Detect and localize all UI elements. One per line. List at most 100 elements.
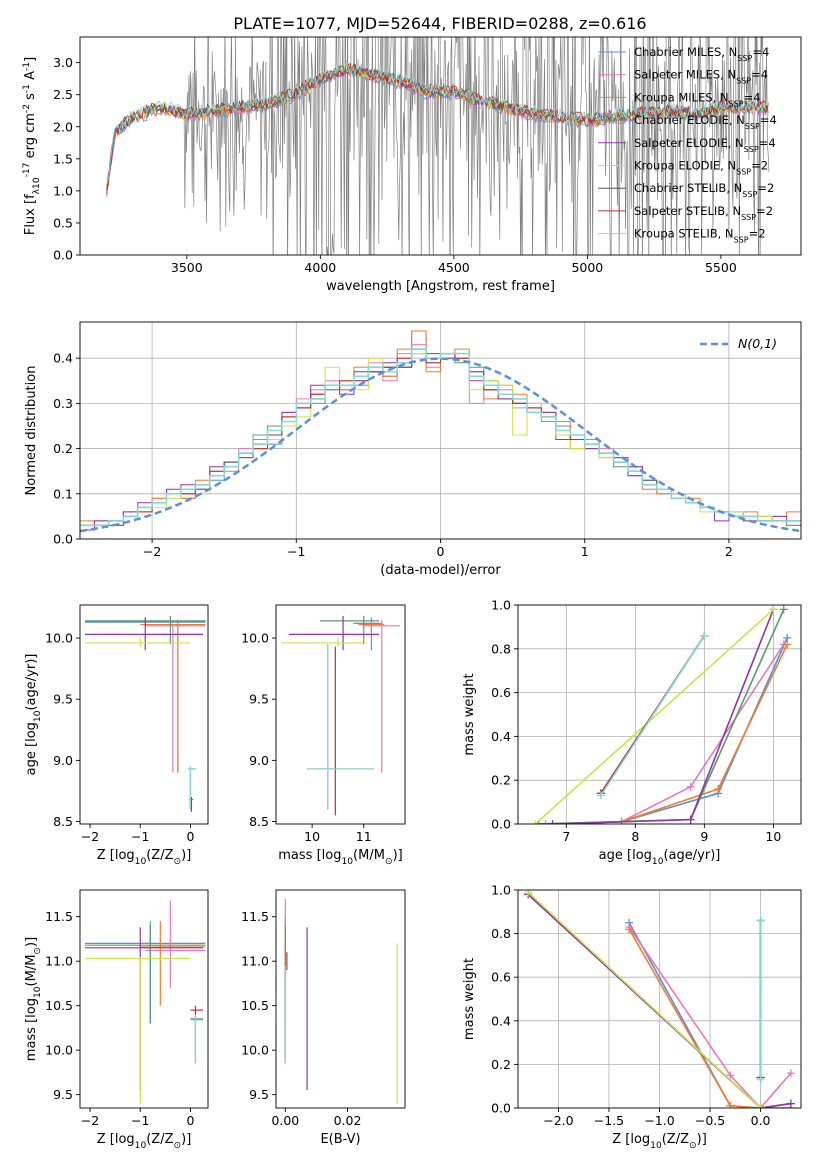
legend-label-4: Salpeter ELODIE, NSSP=4 [634, 136, 776, 154]
x-tick-label: 7 [562, 829, 570, 844]
y-tick-label: 0.0 [53, 532, 73, 547]
weight-marker-2 [726, 1101, 735, 1108]
weight-line-4 [552, 609, 775, 824]
y-tick-label: 0.8 [491, 641, 511, 656]
y-tick-label: 9.0 [53, 753, 73, 768]
weight-line-5 [527, 891, 762, 1108]
y-tick-label: 10.0 [241, 1043, 269, 1058]
x-tick-label: −2 [81, 829, 99, 844]
plot-area [284, 898, 398, 1104]
y-tick-label: 10.0 [241, 631, 269, 646]
weight-marker-5 [531, 820, 540, 824]
y-tick-label: 0.3 [53, 396, 73, 411]
x-tick-label: 0.00 [271, 1113, 299, 1128]
axes-frame [275, 889, 406, 1109]
legend-label-normal: N(0,1) [738, 336, 777, 351]
legend-label-7: Salpeter STELIB, NSSP=2 [634, 204, 773, 222]
y-tick-label: 11.0 [45, 954, 73, 969]
model-line-8 [106, 60, 769, 185]
x-axis-label: Z [log10(Z/Z⊙)] [612, 1132, 707, 1151]
y-tick-label: 0.4 [53, 351, 73, 366]
y-tick-label: 11.0 [241, 954, 269, 969]
x-tick-label: 8 [631, 829, 639, 844]
y-tick-label: 9.5 [249, 692, 269, 707]
weight-marker-8 [596, 791, 605, 800]
x-tick-label: 5000 [571, 260, 603, 275]
y-tick-label: 11.5 [241, 909, 269, 924]
x-tick-label: 0.0 [751, 1113, 771, 1128]
y-tick-label: 9.0 [249, 753, 269, 768]
x-tick-label: 4500 [438, 260, 470, 275]
weight-line-8 [600, 635, 706, 796]
normal-curve [80, 357, 801, 533]
x-tick-label: −1 [131, 1113, 149, 1128]
x-axis-label: Z [log10(Z/Z⊙)] [97, 1132, 192, 1151]
y-tick-label: 0.2 [53, 441, 73, 456]
x-tick-label: −2 [81, 1113, 99, 1128]
axes-frame [79, 604, 209, 825]
x-tick-label: 1 [581, 544, 589, 559]
panel-mass-vs-Z: −2 −1 0 9.5 10.0 10.5 11.0 11.5 Z [log10(Z/Z⊙)] m… [24, 889, 209, 1151]
panel-age-vs-mass: 10 11 8.5 9.0 9.5 10.0 mass [log10(M/M⊙)] [241, 604, 406, 867]
y-tick-label: 1.5 [53, 151, 73, 166]
data-spectrum [183, 37, 770, 255]
y-tick-label: 0.6 [491, 685, 511, 700]
y-axis-label: mass [log10(M/M⊙)] [24, 937, 43, 1061]
legend-label-3: Chabrier ELODIE, NSSP=4 [634, 113, 777, 131]
x-axis-label: Z [log10(Z/Z⊙)] [97, 848, 192, 867]
y-tick-label: 0.0 [491, 817, 511, 832]
y-axis-label: mass weight [462, 673, 477, 755]
x-tick-label: 9 [700, 829, 708, 844]
x-tick-label: 0.02 [334, 1113, 362, 1128]
plot-area [106, 37, 770, 255]
y-tick-label: 8.5 [53, 814, 73, 829]
weight-line-5 [534, 608, 774, 824]
y-tick-label: 0.1 [53, 486, 73, 501]
model-line-7 [106, 60, 769, 193]
y-tick-label: 9.5 [249, 1087, 269, 1102]
weight-line-1 [628, 926, 792, 1108]
y-tick-label: 10.5 [241, 998, 269, 1013]
plot-area [80, 322, 801, 539]
y-tick-label: 0.6 [491, 970, 511, 985]
axes-frame [275, 604, 406, 825]
weight-marker-8 [756, 916, 765, 925]
x-tick-label: 0 [186, 829, 194, 844]
weight-marker-3 [779, 605, 788, 614]
x-tick-label: 5500 [705, 260, 737, 275]
panel-residuals: N(0,1) −2 −1 0 1 2 0.0 0.1 0.2 0.3 0.4 (data-model)… [24, 321, 802, 578]
model-line-5 [106, 62, 769, 187]
x-tick-label: −2.0 [543, 1113, 573, 1128]
y-tick-label: 10.5 [45, 998, 73, 1013]
plot-area [85, 900, 206, 1104]
y-tick-label: 0.4 [491, 729, 511, 744]
weight-marker-8 [756, 1075, 765, 1084]
x-tick-label: 2 [725, 544, 733, 559]
axes-frame [517, 604, 802, 825]
y-tick-label: 0.2 [491, 773, 511, 788]
weight-marker-5 [756, 1104, 765, 1108]
legend-label-0: Chabrier MILES, NSSP=4 [634, 45, 769, 63]
y-tick-label: 10.0 [45, 631, 73, 646]
legend-label-6: Chabrier STELIB, NSSP=2 [634, 181, 774, 199]
y-tick-label: 0.0 [491, 1101, 511, 1116]
weight-marker-2 [625, 925, 634, 934]
y-tick-label: 1.0 [491, 598, 511, 613]
y-tick-label: 0.5 [53, 215, 73, 230]
axes-frame [79, 889, 209, 1109]
legend-label-8: Kroupa STELIB, NSSP=2 [634, 227, 766, 245]
weight-marker-4 [786, 1099, 795, 1108]
plot-area [85, 616, 206, 812]
y-axis-label: Flux [fλ10-17 erg cm-2 s-1 A-1] [22, 57, 42, 235]
x-tick-label: −1.0 [644, 1113, 674, 1128]
weight-marker-1 [686, 782, 695, 791]
y-tick-label: 1.0 [53, 183, 73, 198]
x-tick-label: 0 [186, 1113, 194, 1128]
weight-marker-4 [686, 815, 695, 824]
weight-line-3 [538, 609, 785, 824]
x-tick-label: −1 [287, 544, 305, 559]
panel-spectrum: Chabrier MILES, NSSP=4 Salpeter MILES, NS… [22, 36, 802, 294]
weight-marker-1 [541, 820, 550, 824]
weight-line-2 [538, 644, 788, 824]
